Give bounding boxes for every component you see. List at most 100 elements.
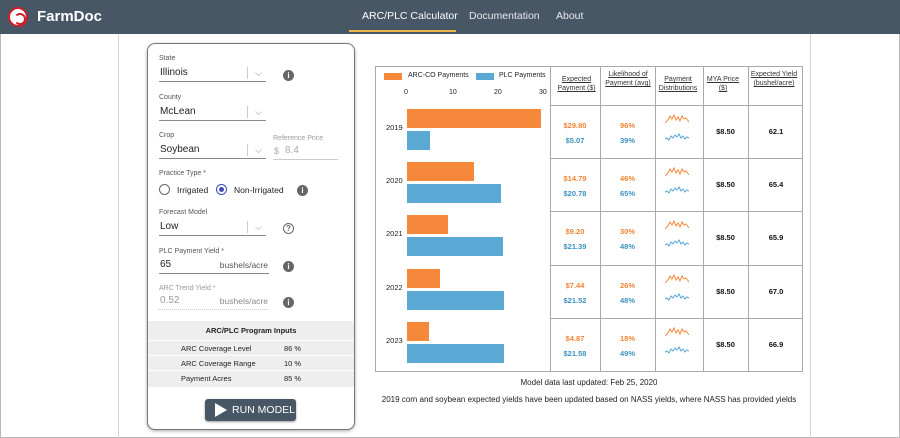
plc-payment-yield-value: 65 [160, 259, 172, 270]
reference-price-label: Reference Price [273, 135, 324, 142]
expected-yield: 65.4 [768, 180, 784, 190]
arc-distribution-sparkline[interactable] [665, 326, 689, 338]
expected-yield: 66.9 [768, 339, 784, 349]
chevron-down-icon: ⌵ [255, 145, 262, 155]
arc-payment-bar [407, 321, 429, 341]
arc-distribution-sparkline[interactable] [665, 166, 689, 178]
plc-distribution-sparkline[interactable] [665, 183, 689, 195]
content-divider-left [118, 34, 119, 438]
plc-likelihood: 48% [619, 242, 635, 252]
nav-about[interactable]: About [556, 10, 584, 22]
forecast-model-value: Low [160, 221, 179, 232]
legend-arc-label: ARC-CO Payments [408, 72, 469, 79]
plc-distribution-sparkline[interactable] [665, 236, 689, 248]
nav-arc-plc-calculator[interactable]: ARC/PLC Calculator [362, 10, 458, 22]
reference-price-value: 8.4 [285, 145, 299, 156]
forecast-model-help-icon[interactable]: ? [283, 223, 294, 234]
arc-likelihood: 46% [619, 174, 635, 184]
expected-arc-payment: $4.87 [565, 333, 585, 343]
x-axis-tick-label: 0 [404, 89, 408, 96]
program-input-row: ARC Coverage Range 10 % [148, 355, 354, 370]
table-column-divider [703, 67, 704, 371]
expected-arc-payment: $9.20 [565, 227, 585, 237]
legend-plc-swatch [476, 73, 494, 80]
arc-distribution-sparkline[interactable] [665, 219, 689, 231]
chart-category-label: 2021 [386, 229, 403, 239]
crop-select[interactable]: Soybean ⌵ [159, 142, 266, 159]
arc-likelihood: 96% [619, 121, 635, 130]
chevron-down-icon: ⌵ [255, 222, 262, 232]
non-irrigated-label[interactable]: Non-Irrigated [234, 185, 284, 195]
plc-likelihood: 49% [619, 348, 635, 358]
practice-type-info-icon[interactable]: i [297, 185, 308, 196]
program-input-row: Payment Acres 85 % [148, 370, 354, 385]
table-row-divider [550, 317, 803, 319]
plc-distribution-sparkline[interactable] [665, 290, 689, 302]
send-icon [215, 403, 227, 417]
county-label: County [159, 94, 182, 101]
program-input-label: ARC Coverage Level [181, 344, 252, 353]
mya-price: $8.50 [716, 286, 735, 296]
x-axis-tick-label: 20 [494, 89, 502, 96]
nav-documentation[interactable]: Documentation [469, 10, 540, 22]
x-axis-tick-label: 10 [449, 89, 457, 96]
plc-distribution-sparkline[interactable] [665, 130, 689, 142]
model-updated-text: Model data last updated: Feb 25, 2020 [520, 378, 658, 387]
col-payment-distributions: Payment Distributions [658, 76, 698, 92]
expected-plc-payment: $21.52 [563, 295, 587, 305]
county-select[interactable]: McLean ⌵ [159, 104, 266, 121]
brand-name[interactable]: FarmDoc [37, 8, 103, 25]
plc-payment-bar [407, 131, 430, 150]
expected-yield: 62.1 [768, 127, 784, 136]
plc-payment-yield-info-icon[interactable]: i [283, 261, 294, 272]
arc-trend-yield-info-icon[interactable]: i [283, 297, 294, 308]
forecast-model-select[interactable]: Low ⌵ [159, 219, 266, 236]
run-model-button[interactable]: RUN MODEL [205, 399, 296, 421]
plc-distribution-sparkline[interactable] [665, 343, 689, 355]
col-expected-payment: Expected Payment ($) [557, 76, 596, 92]
arc-trend-yield-value: 0.52 [160, 295, 180, 306]
state-label: State [159, 55, 176, 62]
arc-distribution-sparkline[interactable] [665, 273, 689, 285]
irrigated-label[interactable]: Irrigated [177, 185, 209, 195]
run-model-label: RUN MODEL [232, 404, 296, 416]
irrigated-radio[interactable] [159, 184, 170, 195]
col-mya-price: MYA Price ($) [706, 76, 740, 92]
reference-price-field: $ 8.4 [273, 143, 338, 160]
program-input-value: 10 % [284, 359, 302, 368]
chart-category-label: 2019 [386, 123, 403, 132]
chart-category-label: 2023 [386, 335, 403, 345]
program-input-row: ARC Coverage Level 86 % [148, 340, 354, 355]
arc-distribution-sparkline[interactable] [665, 113, 689, 125]
program-input-value: 85 % [284, 374, 302, 383]
plc-payment-yield-unit: bushels/acre [219, 260, 268, 270]
x-axis-tick-label: 30 [539, 89, 547, 96]
plc-payment-bar [407, 184, 501, 204]
expected-yield: 67.0 [768, 286, 784, 296]
arc-payment-bar [407, 215, 449, 235]
practice-type-label: Practice Type * [159, 170, 206, 177]
plc-payment-yield-label: PLC Payment Yield * [159, 248, 224, 255]
arc-trend-yield-label: ARC Trend Yield * [159, 285, 216, 292]
chart-category-label: 2022 [386, 282, 403, 292]
mya-price: $8.50 [716, 127, 735, 136]
input-panel: State Illinois ⌵ i County McLean ⌵ Crop … [147, 43, 355, 430]
state-select[interactable]: Illinois ⌵ [159, 65, 266, 82]
crop-label: Crop [159, 132, 175, 139]
active-tab-indicator [349, 30, 456, 32]
farmdoc-logo-icon[interactable] [8, 7, 28, 27]
table-column-divider [600, 67, 601, 371]
expected-plc-payment: $21.58 [563, 348, 587, 358]
yield-note-text: 2019 corn and soybean expected yields ha… [381, 395, 797, 404]
expected-arc-payment: $7.44 [565, 280, 585, 290]
non-irrigated-radio[interactable] [216, 184, 227, 195]
plc-payment-yield-input[interactable]: 65 bushels/acre [159, 257, 269, 274]
results-table: ARC-CO Payments PLC Payments Expected Pa… [375, 66, 803, 372]
forecast-model-label: Forecast Model [159, 209, 208, 216]
mya-price: $8.50 [716, 339, 735, 349]
state-info-icon[interactable]: i [283, 70, 294, 81]
table-row-divider [550, 264, 803, 266]
mya-price: $8.50 [716, 180, 735, 190]
currency-symbol: $ [274, 146, 280, 156]
expected-arc-payment: $14.79 [563, 174, 587, 184]
